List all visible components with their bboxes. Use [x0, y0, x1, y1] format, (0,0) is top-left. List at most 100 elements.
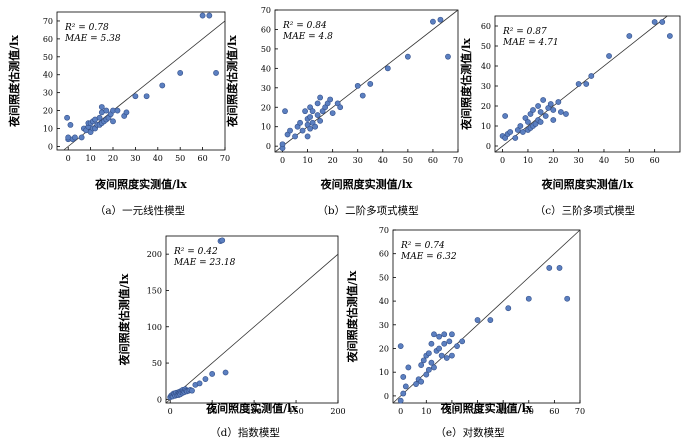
- data-point: [413, 381, 419, 387]
- data-point: [317, 117, 324, 124]
- data-point: [530, 107, 536, 113]
- plot-frame: [392, 229, 581, 404]
- data-point: [546, 265, 553, 271]
- x-tick-label: 10: [86, 154, 96, 163]
- plot-frame: [494, 15, 681, 153]
- data-point: [292, 133, 298, 140]
- x-tick-label: 200: [330, 407, 345, 416]
- data-point: [189, 387, 195, 394]
- x-axis-title: 夜间照度实测值/lx: [94, 177, 187, 191]
- data-point: [550, 117, 557, 123]
- x-tick-label: 30: [472, 407, 482, 416]
- y-tick-label: 60: [261, 25, 271, 34]
- data-point: [72, 134, 78, 141]
- y-tick-label: 60: [379, 250, 389, 259]
- data-point: [309, 108, 316, 115]
- data-point: [404, 53, 411, 60]
- y-tick-label: 60: [43, 35, 53, 44]
- data-point: [626, 33, 633, 39]
- y-tick-label: 10: [43, 124, 53, 133]
- plot-frame: [274, 9, 459, 153]
- mae-label: MAE = 23.18: [173, 258, 236, 268]
- data-point: [550, 107, 557, 113]
- y-tick-label: 0: [486, 142, 491, 151]
- data-point: [202, 376, 209, 382]
- data-point: [314, 100, 321, 107]
- data-point: [222, 369, 229, 376]
- x-tick-label: 10: [302, 156, 312, 165]
- x-tick-label: 20: [447, 407, 457, 416]
- y-tick-label: 30: [43, 89, 53, 98]
- data-point: [564, 295, 571, 302]
- x-tick-label: 10: [523, 156, 533, 165]
- data-point: [555, 99, 562, 105]
- plot-frame: [56, 11, 226, 151]
- x-tick-label: 0: [280, 156, 285, 165]
- data-point: [199, 12, 206, 19]
- panel-caption: （a）一元线性模型: [95, 204, 185, 217]
- x-tick-label: 50: [175, 154, 185, 163]
- y-tick-label: 50: [261, 45, 271, 54]
- x-tick-label: 70: [575, 407, 585, 416]
- x-tick-label: 0: [398, 407, 403, 416]
- x-tick-label: 50: [624, 156, 634, 165]
- data-point: [449, 331, 455, 338]
- y-tick-label: 50: [43, 53, 53, 62]
- reference-line: [165, 253, 339, 404]
- data-point: [132, 93, 139, 100]
- x-tick-label: 50: [207, 407, 217, 416]
- y-axis-title: 夜间照度估测值/lx: [225, 35, 239, 128]
- data-point: [312, 123, 319, 130]
- x-tick-label: 60: [428, 156, 438, 165]
- y-tick-label: 40: [43, 71, 53, 80]
- plot-frame: [165, 235, 339, 404]
- data-point: [505, 305, 512, 312]
- data-point: [114, 107, 121, 114]
- panel-caption: （c）三阶多项式模型: [535, 204, 635, 217]
- y-axis-title: 夜间照度估测值/lx: [345, 270, 359, 363]
- data-point: [445, 53, 451, 60]
- y-tick-label: 60: [481, 22, 491, 31]
- data-point: [525, 119, 531, 125]
- r-squared-label: R² = 0.84: [282, 21, 327, 31]
- data-point: [302, 108, 308, 115]
- data-point: [96, 114, 103, 121]
- y-tick-label: 100: [147, 323, 162, 332]
- x-tick-label: 40: [599, 156, 609, 165]
- data-point: [431, 331, 437, 338]
- data-point: [317, 94, 324, 101]
- y-tick-label: 10: [481, 122, 491, 131]
- x-tick-label: 10: [421, 407, 431, 416]
- data-point: [327, 96, 334, 103]
- x-tick-label: 30: [574, 156, 584, 165]
- chart-panel-5: 0 10 20 30 40 50 60 70 0 10 20 30 40 50 60 70 R² = 0.74M…: [345, 226, 585, 439]
- mae-label: MAE = 6.32: [400, 252, 457, 262]
- data-point: [507, 129, 514, 135]
- x-tick-label: 30: [353, 156, 363, 165]
- data-point: [428, 340, 435, 347]
- y-tick-label: 0: [384, 392, 389, 401]
- y-tick-label: 70: [379, 226, 389, 235]
- data-point: [314, 112, 321, 118]
- data-point: [563, 111, 569, 117]
- data-point: [423, 371, 430, 378]
- x-tick-label: 60: [650, 156, 660, 165]
- y-tick-label: 30: [379, 321, 389, 330]
- y-tick-label: 0: [48, 142, 53, 151]
- data-point: [123, 109, 130, 116]
- data-point: [354, 82, 361, 89]
- data-point: [213, 70, 219, 76]
- y-tick-label: 20: [379, 344, 389, 353]
- data-point: [418, 378, 425, 385]
- panel-caption: （d）指数模型: [210, 426, 280, 439]
- data-point: [537, 119, 544, 125]
- data-point: [219, 237, 226, 244]
- y-tick-label: 20: [261, 103, 271, 112]
- panel-caption: （b）二阶多项式模型: [317, 204, 418, 217]
- x-tick-label: 0: [168, 407, 173, 416]
- data-point: [547, 101, 554, 107]
- data-point: [441, 331, 448, 338]
- data-point: [367, 81, 374, 87]
- mae-label: MAE = 4.8: [282, 32, 333, 42]
- data-point: [557, 109, 564, 115]
